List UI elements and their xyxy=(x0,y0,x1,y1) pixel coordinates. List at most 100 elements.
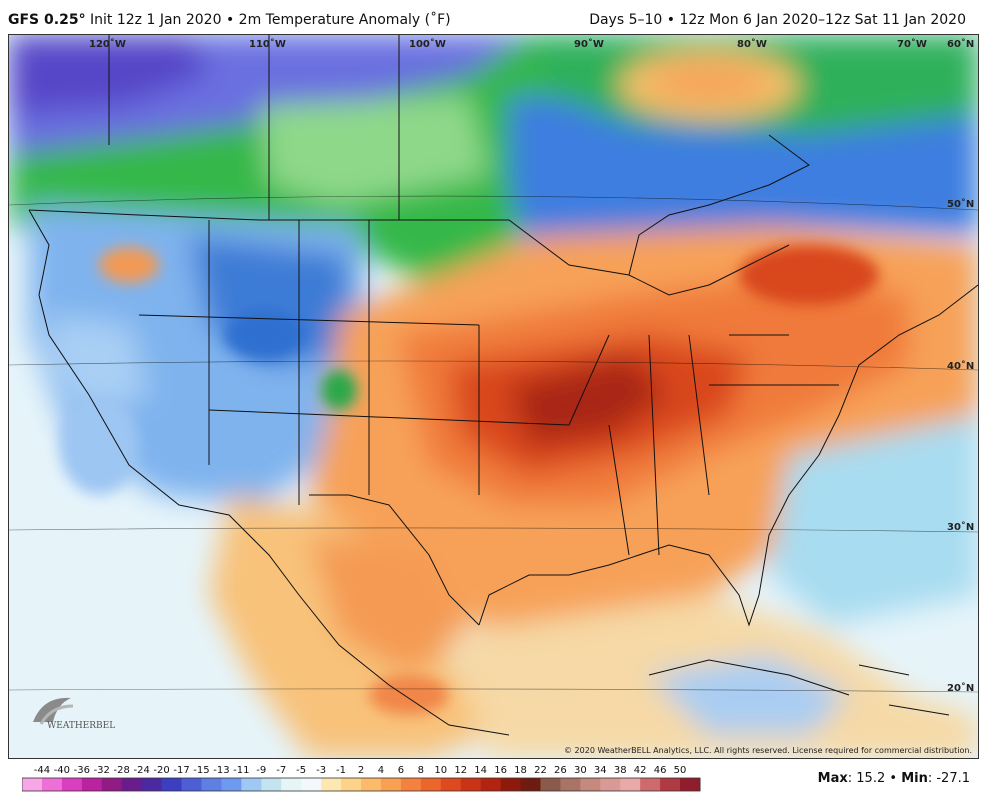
lon-label-80w: 80˚W xyxy=(737,39,767,50)
lon-label-120w: 120˚W xyxy=(89,39,126,50)
weatherbell-logo: WEATHERBELL xyxy=(33,697,115,731)
colorbar-swatch xyxy=(520,778,541,791)
colorbar-tick-label: -44 xyxy=(33,765,51,776)
colorbar-swatch xyxy=(61,778,83,791)
stats-separator: • xyxy=(889,771,898,786)
map-canvas xyxy=(9,35,978,758)
colorbar-tick-label: -7 xyxy=(276,765,287,776)
colorbar-swatch xyxy=(141,778,163,791)
colorbar-tick-label: -32 xyxy=(93,765,110,776)
colorbar-swatch xyxy=(201,778,222,791)
colorbar-tick-label: 10 xyxy=(434,765,448,776)
colorbar-swatch xyxy=(221,778,242,791)
colorbar-swatch xyxy=(480,778,502,791)
colorbar-tick-label: 16 xyxy=(494,765,507,776)
colorbar-tick-label: -36 xyxy=(73,765,90,776)
colorbar-swatch xyxy=(660,778,681,791)
colorbar-tick-label: 42 xyxy=(633,765,647,776)
colorbar-tick-label: -9 xyxy=(256,765,267,776)
colorbar-tick-label: 34 xyxy=(593,765,607,776)
colorbar-tick-label: 38 xyxy=(613,765,627,776)
colorbar-tick-label: 50 xyxy=(673,765,687,776)
valid-period: Days 5–10 • 12z Mon 6 Jan 2020–12z Sat 1… xyxy=(589,12,966,28)
min-value: -27.1 xyxy=(936,771,970,786)
copyright-notice: © 2020 WeatherBELL Analytics, LLC. All r… xyxy=(564,746,972,755)
colorbar-tick-label: 12 xyxy=(454,765,468,776)
colorbar-swatch xyxy=(600,778,621,791)
min-label: Min xyxy=(901,771,928,786)
colorbar-swatch xyxy=(440,778,462,791)
colorbar-tick-label: 18 xyxy=(514,765,527,776)
colorbar-swatch xyxy=(460,778,482,791)
colorbar-tick-label: -24 xyxy=(133,765,150,776)
anomaly-detail xyxy=(59,245,879,715)
init-time: Init 12z 1 Jan 2020 xyxy=(90,12,222,28)
colorbar-swatch xyxy=(540,778,561,791)
header: GFS 0.25° Init 12z 1 Jan 2020 • 2m Tempe… xyxy=(0,0,984,34)
lat-label-50n: 50˚N xyxy=(947,199,975,210)
colorbar-tick-label: -1 xyxy=(336,765,347,776)
colorbar-tick-label: 2 xyxy=(357,765,365,776)
colorbar-swatch xyxy=(341,778,362,791)
colorbar-swatch xyxy=(161,778,183,791)
map-title: GFS 0.25° Init 12z 1 Jan 2020 • 2m Tempe… xyxy=(8,12,451,28)
colorbar-swatch xyxy=(101,778,123,791)
colorbar-swatch xyxy=(22,778,43,791)
colorbar-swatch xyxy=(620,778,641,791)
colorbar-tick-label: 22 xyxy=(534,765,547,776)
logo-text: WEATHERBELL xyxy=(47,721,115,731)
colorbar-swatch xyxy=(241,778,262,791)
lat-label-40n: 40˚N xyxy=(947,361,975,372)
colorbar-swatch xyxy=(640,778,661,791)
model-degree: ° xyxy=(78,12,86,28)
colorbar-swatch xyxy=(560,778,581,791)
colorbar-tick-label: 4 xyxy=(377,765,385,776)
colorbar-tick-label: -5 xyxy=(296,765,307,776)
max-value: 15.2 xyxy=(856,771,886,786)
boundaries xyxy=(28,35,978,736)
colorbar-swatch xyxy=(420,778,442,791)
colorbar-tick-label: 8 xyxy=(417,765,424,776)
colorbar-tick-label: -11 xyxy=(233,765,250,776)
colorbar-tick-label: -3 xyxy=(316,765,327,776)
colorbar-tick-label: 14 xyxy=(474,765,488,776)
colorbar-tick-label: 6 xyxy=(397,765,405,776)
graticule xyxy=(9,195,978,693)
colorbar-swatch xyxy=(380,778,402,791)
colorbar-swatch xyxy=(580,778,601,791)
colorbar-swatch xyxy=(361,778,382,791)
colorbar-swatch xyxy=(680,778,701,791)
colorbar-tick-label: 30 xyxy=(573,765,587,776)
colorbar-swatch xyxy=(261,778,282,791)
lat-label-30n: 30˚N xyxy=(947,522,975,533)
colorbar-tick-label: 46 xyxy=(653,765,667,776)
colorbar-swatch xyxy=(121,778,143,791)
colorbar-swatch xyxy=(81,778,103,791)
lon-label-90w: 90˚W xyxy=(574,39,604,50)
title-bullet: • xyxy=(225,12,235,28)
colorbar-tick-label: -40 xyxy=(53,765,71,776)
max-label: Max xyxy=(817,771,848,786)
colorbar-tick-label: 26 xyxy=(554,765,567,776)
colorbar xyxy=(22,777,701,792)
colorbar-swatch xyxy=(400,778,422,791)
colorbar-tick-label: -15 xyxy=(193,765,210,776)
colorbar-tick-label: -17 xyxy=(173,765,190,776)
colorbar-tick-label: -13 xyxy=(213,765,230,776)
colorbar-swatch xyxy=(500,778,522,791)
colorbar-border xyxy=(22,777,701,792)
max-min-readout: Max: 15.2 • Min: -27.1 xyxy=(817,771,970,786)
colorbar-swatch xyxy=(281,778,302,791)
lon-label-70w: 70˚W xyxy=(897,39,927,50)
lat-label-20n: 20˚N xyxy=(947,683,975,694)
lat-label-60n: 60˚N xyxy=(947,39,975,50)
colorbar-swatch xyxy=(181,778,202,791)
colorbar-swatch xyxy=(41,778,63,791)
colorbar-tick-label: -28 xyxy=(113,765,130,776)
colorbar-swatch xyxy=(301,778,322,791)
colorbar-swatch xyxy=(321,778,342,791)
anomaly-map: 120˚W 110˚W 100˚W 90˚W 80˚W 70˚W 60˚N 50… xyxy=(8,34,979,759)
field-name: 2m Temperature Anomaly (˚F) xyxy=(238,12,451,28)
model-name: GFS 0.25 xyxy=(8,12,79,28)
lon-label-100w: 100˚W xyxy=(409,39,446,50)
